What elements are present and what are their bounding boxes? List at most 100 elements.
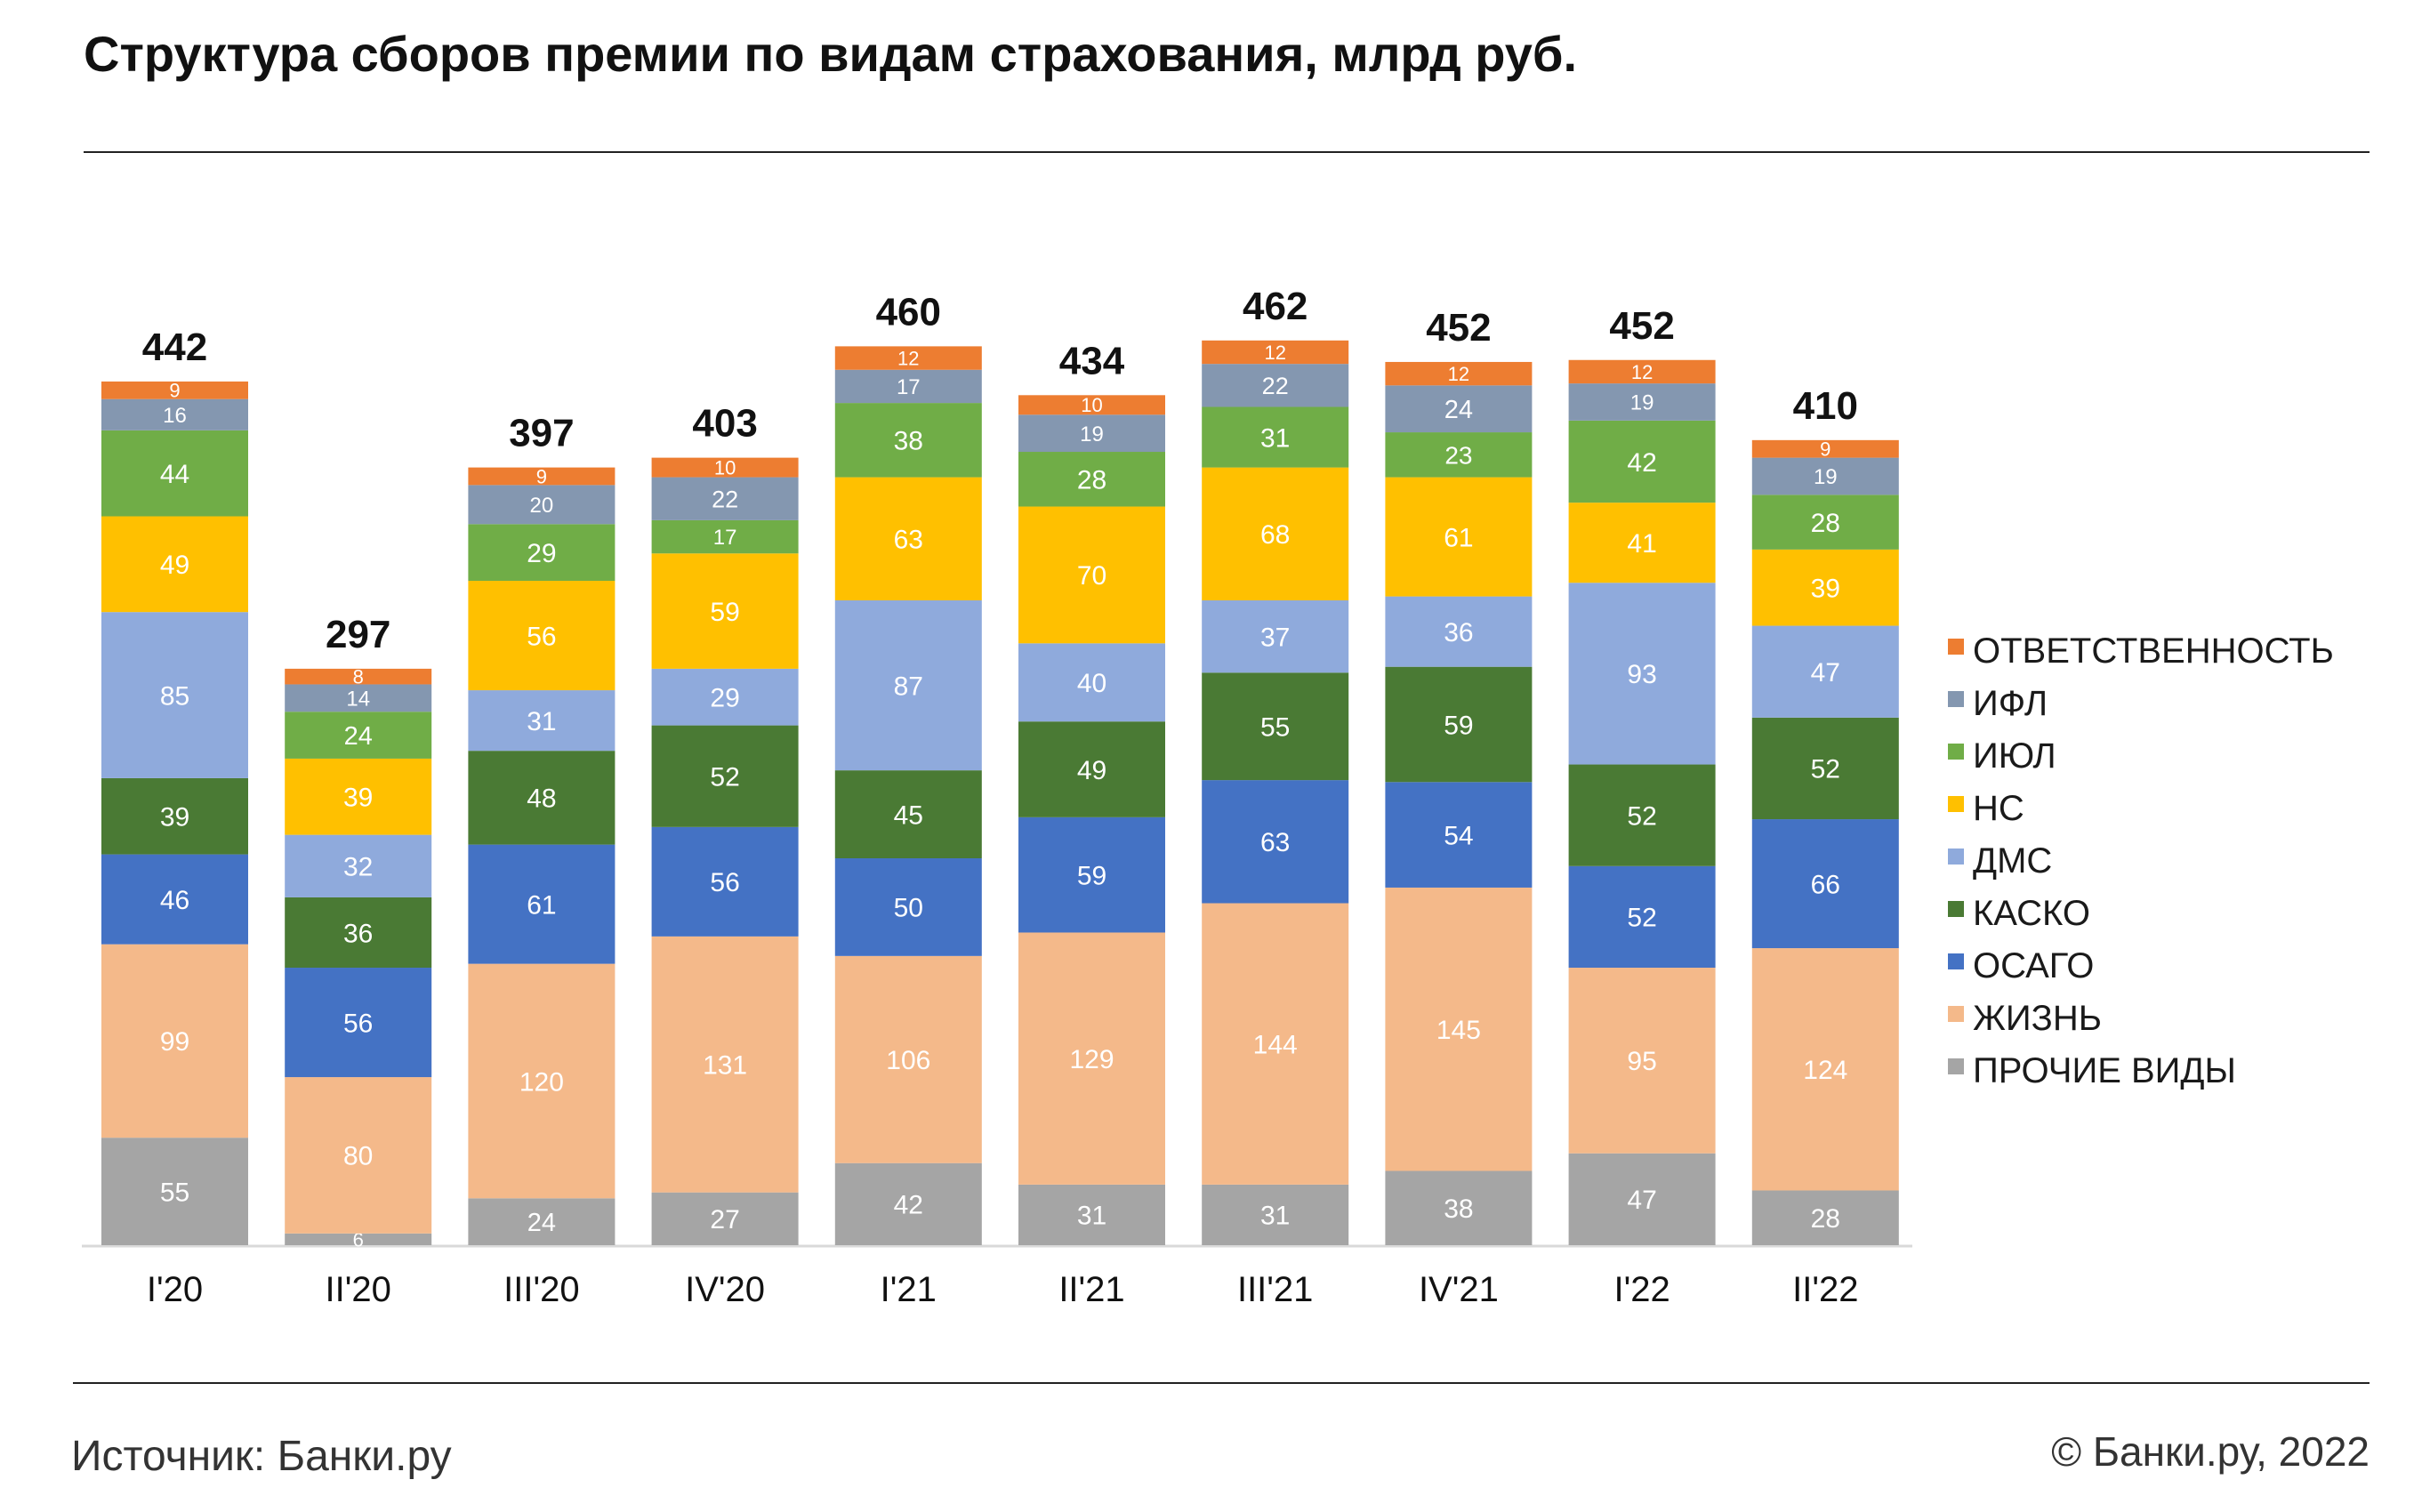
- legend-swatch: [1948, 691, 1964, 707]
- bar-segment: [651, 477, 799, 520]
- segment-value-label: 24: [344, 722, 373, 751]
- bar-segment: [1385, 361, 1533, 386]
- segment-value-label: 63: [894, 526, 923, 555]
- bar-segment: [1385, 782, 1533, 888]
- bar-segment: [1202, 672, 1349, 781]
- bar-segment: [1018, 643, 1165, 722]
- legend-label: КАСКО: [1973, 894, 2090, 933]
- segment-value-label: 12: [1264, 342, 1285, 364]
- segment-value-label: 38: [1444, 1194, 1473, 1224]
- bar-segment: [468, 524, 616, 582]
- bar-segment: [468, 581, 616, 691]
- segment-value-label: 85: [160, 681, 189, 711]
- segment-value-label: 9: [1820, 438, 1831, 461]
- bar-segment: [468, 485, 616, 525]
- segment-value-label: 55: [1260, 712, 1290, 742]
- bar-segment: [101, 944, 248, 1138]
- bar-segment: [1385, 1170, 1533, 1245]
- bar-segment: [651, 553, 799, 669]
- segment-value-label: 24: [1444, 396, 1473, 424]
- segment-value-label: 124: [1803, 1056, 1847, 1085]
- bar-segment: [1385, 432, 1533, 478]
- bar-segment: [1018, 816, 1165, 933]
- bottom-divider: [73, 1382, 2370, 1384]
- segment-value-label: 55: [160, 1178, 189, 1207]
- bar-segment: [651, 668, 799, 726]
- segment-value-label: 39: [160, 803, 189, 832]
- bar-total-label: 397: [509, 412, 574, 455]
- segment-value-label: 52: [710, 763, 739, 792]
- bar-segment: [834, 955, 982, 1163]
- bar-segment: [1751, 1190, 1899, 1245]
- segment-value-label: 59: [1077, 861, 1106, 890]
- bar-segment: [468, 963, 616, 1199]
- bar-segment: [651, 826, 799, 937]
- segment-value-label: 31: [1260, 1202, 1290, 1231]
- segment-value-label: 99: [160, 1027, 189, 1057]
- bar-segment: [1568, 359, 1716, 384]
- bar-segment: [1751, 717, 1899, 820]
- segment-value-label: 59: [1444, 711, 1473, 740]
- top-divider: [84, 151, 2370, 153]
- segment-value-label: 17: [897, 375, 921, 399]
- legend-swatch: [1948, 1006, 1964, 1022]
- segment-value-label: 31: [1260, 423, 1290, 453]
- segment-value-label: 29: [527, 539, 556, 568]
- bar-segment: [1568, 503, 1716, 583]
- chart-title: Структура сборов премии по видам страхов…: [84, 26, 1578, 82]
- segment-value-label: 27: [710, 1205, 739, 1235]
- segment-value-label: 36: [1444, 618, 1473, 647]
- bar-segment: [834, 346, 982, 370]
- segment-value-label: 23: [1444, 441, 1472, 469]
- bar-segment: [1751, 625, 1899, 718]
- segment-value-label: 38: [894, 427, 923, 456]
- bar-segment: [285, 668, 432, 685]
- segment-value-label: 145: [1436, 1016, 1481, 1045]
- segment-value-label: 22: [1262, 373, 1289, 399]
- bar-segment: [285, 1233, 432, 1245]
- bar-segment: [1751, 495, 1899, 550]
- bar-segment: [1018, 414, 1165, 453]
- segment-value-label: 42: [1627, 448, 1656, 478]
- segment-value-label: 14: [346, 687, 370, 711]
- x-tick-label: II'21: [1058, 1270, 1124, 1309]
- segment-value-label: 12: [897, 347, 919, 369]
- legend-label: ОСАГО: [1973, 946, 2094, 985]
- bar-segment: [651, 936, 799, 1193]
- segment-value-label: 56: [710, 868, 739, 897]
- segment-value-label: 129: [1069, 1045, 1114, 1074]
- bar-segment: [285, 712, 432, 759]
- legend-label: ЖИЗНЬ: [1973, 999, 2102, 1038]
- legend-label: ПРОЧИЕ ВИДЫ: [1973, 1051, 2236, 1090]
- segment-value-label: 120: [519, 1067, 564, 1097]
- bar-total-label: 452: [1609, 304, 1674, 348]
- segment-value-label: 48: [527, 784, 556, 814]
- segment-value-label: 56: [343, 1009, 373, 1038]
- bar-segment: [1568, 420, 1716, 503]
- x-tick-label: IV'20: [685, 1270, 765, 1309]
- x-tick-label: III'21: [1237, 1270, 1313, 1309]
- bar-segment: [1751, 948, 1899, 1191]
- bar-segment: [834, 1162, 982, 1245]
- bar-segment: [101, 516, 248, 613]
- segment-value-label: 52: [1811, 755, 1840, 784]
- segment-value-label: 131: [703, 1051, 747, 1081]
- bar-segment: [101, 854, 248, 945]
- bar-segment: [1385, 887, 1533, 1171]
- bar-segment: [651, 457, 799, 478]
- segment-value-label: 40: [1077, 669, 1106, 698]
- bar-segment: [1018, 395, 1165, 415]
- bar-segment: [1385, 666, 1533, 783]
- bar-segment: [834, 369, 982, 404]
- segment-value-label: 29: [710, 684, 739, 713]
- x-tick-label: II'20: [326, 1270, 391, 1309]
- segment-value-label: 106: [886, 1046, 930, 1075]
- segment-value-label: 19: [1080, 422, 1104, 446]
- segment-value-label: 10: [1081, 394, 1102, 416]
- bar-segment: [1568, 383, 1716, 421]
- segment-value-label: 16: [163, 404, 187, 428]
- legend-swatch: [1948, 639, 1964, 655]
- segment-value-label: 59: [710, 598, 739, 627]
- bar-segment: [285, 758, 432, 835]
